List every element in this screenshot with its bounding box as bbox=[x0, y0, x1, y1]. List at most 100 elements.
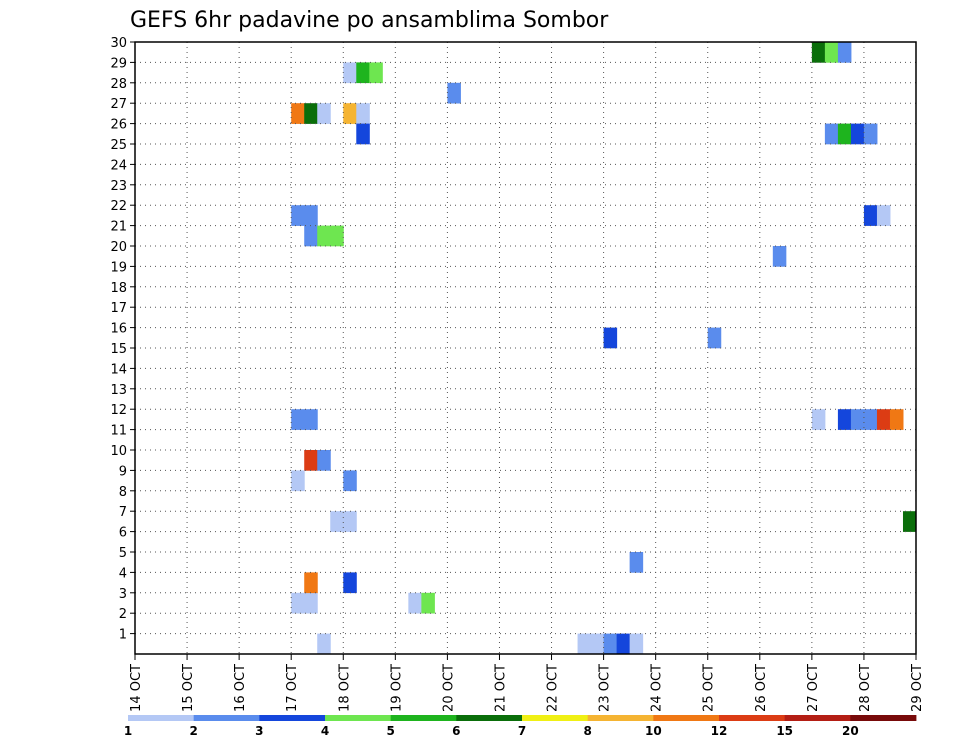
heatmap-cell bbox=[447, 83, 461, 104]
heatmap-cell bbox=[708, 328, 722, 349]
x-tick-label: 26 OCT bbox=[754, 664, 769, 712]
heatmap-cell bbox=[330, 226, 344, 247]
heatmap-cell bbox=[356, 124, 370, 145]
heatmap-cell bbox=[578, 634, 592, 655]
y-tick-label: 18 bbox=[110, 281, 127, 296]
x-tick-label: 27 OCT bbox=[806, 664, 821, 712]
heatmap-cell bbox=[343, 62, 357, 83]
legend-swatch bbox=[785, 715, 851, 721]
legend-swatch bbox=[522, 715, 588, 721]
legend-label: 4 bbox=[321, 724, 329, 738]
heatmap-cell bbox=[825, 42, 839, 63]
legend-label: 12 bbox=[711, 724, 728, 738]
y-tick-label: 22 bbox=[110, 199, 127, 214]
legend-label: 5 bbox=[386, 724, 394, 738]
x-tick-label: 17 OCT bbox=[285, 664, 300, 712]
heatmap-cell bbox=[291, 103, 305, 124]
heatmap-cell bbox=[851, 409, 865, 430]
legend-label: 8 bbox=[583, 724, 591, 738]
y-tick-label: 27 bbox=[110, 97, 127, 112]
heatmap-cell bbox=[604, 328, 618, 349]
legend-label: 15 bbox=[776, 724, 793, 738]
y-tick-label: 30 bbox=[110, 36, 127, 51]
x-tick-label: 24 OCT bbox=[650, 664, 665, 712]
tick-layer: 1234567891011121314151617181920212223242… bbox=[110, 36, 925, 712]
y-tick-label: 4 bbox=[119, 566, 127, 581]
legend-swatch bbox=[456, 715, 522, 721]
heatmap-cell bbox=[291, 409, 305, 430]
y-tick-label: 28 bbox=[110, 77, 127, 92]
heatmap-cell bbox=[864, 409, 878, 430]
heatmap-cell bbox=[304, 593, 318, 614]
heatmap-cell bbox=[604, 634, 618, 655]
heatmap-cell bbox=[825, 124, 839, 145]
legend-label: 6 bbox=[452, 724, 460, 738]
heatmap-cell bbox=[356, 62, 370, 83]
legend-label: 3 bbox=[255, 724, 263, 738]
heatmap-cell bbox=[304, 450, 318, 471]
heatmap-cell bbox=[630, 552, 644, 573]
heatmap-cell bbox=[304, 103, 318, 124]
y-tick-label: 14 bbox=[110, 362, 127, 377]
legend-label: 7 bbox=[518, 724, 526, 738]
heatmap-cell bbox=[812, 42, 826, 63]
heatmap-cell bbox=[812, 409, 826, 430]
y-tick-label: 19 bbox=[110, 260, 127, 275]
heatmap-cell bbox=[877, 205, 891, 226]
legend-swatch bbox=[850, 715, 916, 721]
heatmap-cell bbox=[838, 409, 852, 430]
y-tick-label: 24 bbox=[110, 158, 127, 173]
heatmap-cell bbox=[304, 205, 318, 226]
heatmap-cell bbox=[617, 634, 631, 655]
heatmap-cell bbox=[591, 634, 605, 655]
grid-layer bbox=[135, 42, 916, 654]
chart-title: GEFS 6hr padavine po ansamblima Sombor bbox=[130, 8, 609, 33]
x-tick-label: 22 OCT bbox=[546, 664, 561, 712]
heatmap-cell bbox=[356, 103, 370, 124]
heatmap-cell bbox=[343, 103, 357, 124]
y-tick-label: 3 bbox=[119, 587, 127, 602]
heatmap-cell bbox=[317, 226, 331, 247]
y-tick-label: 9 bbox=[119, 464, 127, 479]
heatmap-cell bbox=[890, 409, 904, 430]
legend-swatch bbox=[588, 715, 654, 721]
heatmap-cell bbox=[291, 593, 305, 614]
x-tick-label: 16 OCT bbox=[233, 664, 248, 712]
heatmap-cell bbox=[630, 634, 644, 655]
y-tick-label: 13 bbox=[110, 383, 127, 398]
legend-swatch bbox=[325, 715, 391, 721]
legend-swatch bbox=[391, 715, 457, 721]
legend-label: 10 bbox=[645, 724, 662, 738]
y-tick-label: 16 bbox=[110, 322, 127, 337]
heatmap-cell bbox=[838, 124, 852, 145]
x-tick-label: 25 OCT bbox=[702, 664, 717, 712]
x-tick-label: 28 OCT bbox=[858, 664, 873, 712]
x-tick-label: 29 OCT bbox=[910, 664, 925, 712]
heatmap-cell bbox=[343, 470, 357, 491]
heatmap-cell bbox=[877, 409, 891, 430]
legend-label: 2 bbox=[189, 724, 197, 738]
heatmap-cell bbox=[304, 226, 318, 247]
x-tick-label: 21 OCT bbox=[493, 664, 508, 712]
y-tick-label: 29 bbox=[110, 56, 127, 71]
heatmap-cell bbox=[317, 634, 331, 655]
heatmap-cell bbox=[291, 470, 305, 491]
heatmap-cell bbox=[838, 42, 852, 63]
legend-label: 20 bbox=[842, 724, 859, 738]
heatmap-cell bbox=[369, 62, 383, 83]
legend-swatch bbox=[719, 715, 785, 721]
heatmap-cell bbox=[317, 103, 331, 124]
legend-swatch bbox=[259, 715, 325, 721]
y-tick-label: 6 bbox=[119, 526, 127, 541]
y-tick-label: 10 bbox=[110, 444, 127, 459]
x-tick-label: 15 OCT bbox=[181, 664, 196, 712]
heatmap-cell bbox=[408, 593, 422, 614]
heatmap-cell bbox=[421, 593, 435, 614]
heatmap-cell bbox=[343, 511, 357, 532]
x-tick-label: 14 OCT bbox=[129, 664, 144, 712]
y-tick-label: 26 bbox=[110, 118, 127, 133]
heatmap-cell bbox=[773, 246, 787, 267]
legend-swatch bbox=[653, 715, 719, 721]
y-tick-label: 23 bbox=[110, 179, 127, 194]
legend-swatch bbox=[194, 715, 260, 721]
